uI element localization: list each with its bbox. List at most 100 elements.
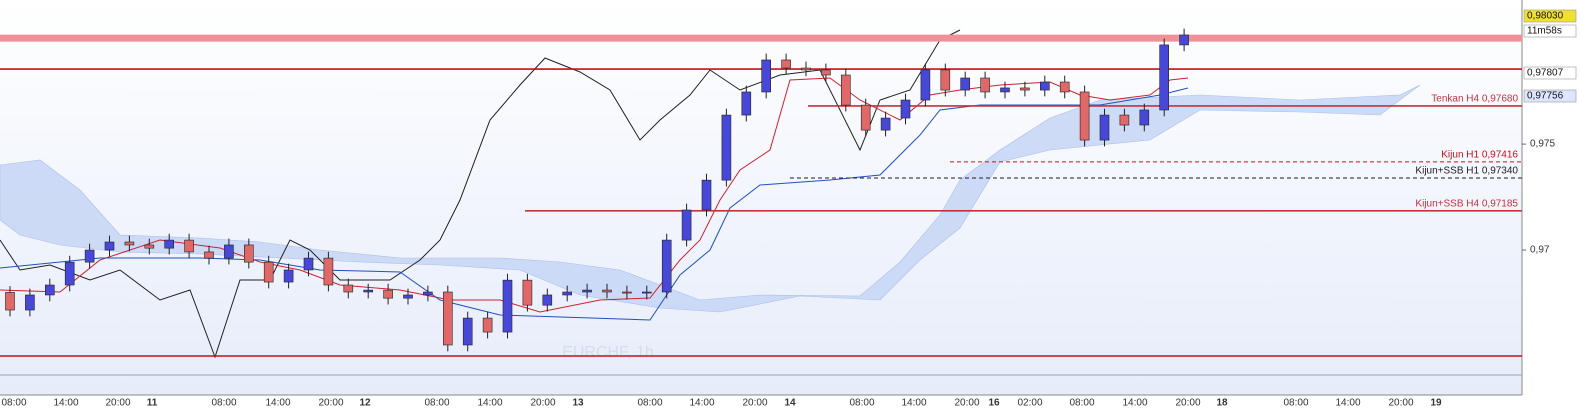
level-label: Kijun H1 0,97416	[1441, 150, 1518, 161]
candle-body	[900, 99, 911, 119]
x-tick-label: 18	[1216, 398, 1228, 409]
price-tag-label: 0,98030	[1527, 11, 1564, 22]
x-tick-label: 20:00	[742, 398, 767, 409]
x-tick-label: 14:00	[689, 398, 714, 409]
candle-body	[363, 289, 374, 293]
candle-body	[880, 117, 891, 131]
x-tick-label: 14:00	[265, 398, 290, 409]
y-tick-label: 0,97	[1530, 245, 1550, 256]
candle-body	[343, 284, 354, 293]
x-tick-label: 11	[147, 398, 158, 409]
candle-body	[1040, 81, 1050, 91]
y-tick-label: 0,975	[1530, 139, 1555, 150]
x-tick-label: 14:00	[901, 398, 926, 409]
price-tag	[1523, 89, 1577, 103]
candle-body	[641, 291, 652, 294]
x-tick-label: 14:00	[477, 398, 502, 409]
level-label: Kijun+SSB H4 0,97185	[1415, 198, 1518, 209]
candle-body	[383, 289, 393, 299]
watermark: EURCHF, 1h	[562, 344, 654, 361]
x-tick-label: 20:00	[530, 398, 555, 409]
x-tick-label: 16	[988, 398, 1000, 409]
candle-body	[582, 289, 592, 293]
candle-body	[124, 241, 135, 246]
candle-body	[960, 77, 971, 91]
candle-body	[64, 261, 75, 286]
ichimoku-cloud	[0, 84, 1421, 313]
candle-body	[1139, 109, 1150, 126]
x-tick-label: 19	[1430, 398, 1442, 409]
chikou-line	[0, 29, 961, 359]
x-tick-label: 14:00	[1335, 398, 1360, 409]
x-tick-label: 08:00	[1069, 398, 1094, 409]
candle-body	[224, 244, 234, 259]
candle-body	[204, 251, 214, 259]
x-tick-label: 13	[572, 398, 584, 409]
candle-body	[323, 257, 334, 286]
x-tick-label: 12	[359, 398, 371, 409]
x-tick-label: 08:00	[1283, 398, 1308, 409]
candle-body	[980, 77, 990, 93]
plot-area	[0, 0, 1522, 395]
candle-body	[622, 291, 632, 294]
candle-body	[840, 74, 851, 106]
candle-body	[701, 179, 712, 211]
price-tag	[1523, 66, 1577, 80]
candle-body	[462, 317, 473, 346]
x-tick-label: 08:00	[424, 398, 449, 409]
x-tick-label: 20:00	[105, 398, 130, 409]
x-tick-label: 14:00	[53, 398, 78, 409]
x-tick-label: 14:00	[1122, 398, 1147, 409]
candle-body	[244, 244, 254, 263]
candle-body	[303, 257, 314, 271]
x-tick-label: 20:00	[318, 398, 343, 409]
candle-body	[1020, 87, 1030, 91]
x-tick-label: 02:00	[1017, 398, 1042, 409]
candle-body	[522, 279, 533, 306]
candle-body	[403, 294, 413, 299]
x-tick-label: 08:00	[211, 398, 236, 409]
candle-body	[1099, 114, 1110, 141]
candle-body	[681, 209, 692, 241]
candle-body	[1159, 44, 1169, 111]
price-tag-label: 0,97807	[1527, 68, 1564, 79]
candle-body	[940, 69, 951, 91]
price-axis	[1522, 0, 1580, 411]
candle-body	[84, 249, 95, 263]
candle-body	[1079, 91, 1090, 141]
x-tick-label: 20:00	[1388, 398, 1413, 409]
price-tag-label: 11m58s	[1527, 26, 1562, 37]
candle-body	[482, 317, 493, 333]
candle-body	[781, 59, 791, 69]
candle-body	[721, 114, 732, 181]
candle-body	[1059, 81, 1070, 93]
candle-body	[283, 269, 294, 283]
x-tick-label: 08:00	[637, 398, 662, 409]
candle-body	[1000, 87, 1010, 93]
candle-body	[542, 294, 553, 306]
price-tag	[1523, 24, 1577, 38]
candle-body	[104, 241, 115, 251]
candle-body	[144, 244, 155, 249]
candle-body	[821, 69, 831, 76]
candle-body	[1179, 34, 1189, 46]
candle-body	[801, 67, 811, 71]
price-tag-label: 0,97756	[1527, 91, 1564, 102]
candle-body	[860, 104, 871, 131]
candle-body	[442, 291, 453, 346]
level-label: Kijun+SSB H1 0,97340	[1415, 166, 1518, 177]
candle-body	[25, 294, 35, 311]
candle-body	[184, 239, 194, 253]
time-axis	[0, 395, 1522, 411]
price-tag	[1523, 9, 1577, 23]
candle-body	[502, 279, 513, 333]
candle-body	[661, 239, 672, 293]
x-tick-label: 08:00	[1, 398, 26, 409]
x-tick-label: 14	[784, 398, 796, 409]
candle-body	[562, 291, 573, 296]
candle-body	[1119, 114, 1130, 126]
candle-body	[602, 289, 612, 293]
x-tick-label: 20:00	[1175, 398, 1200, 409]
